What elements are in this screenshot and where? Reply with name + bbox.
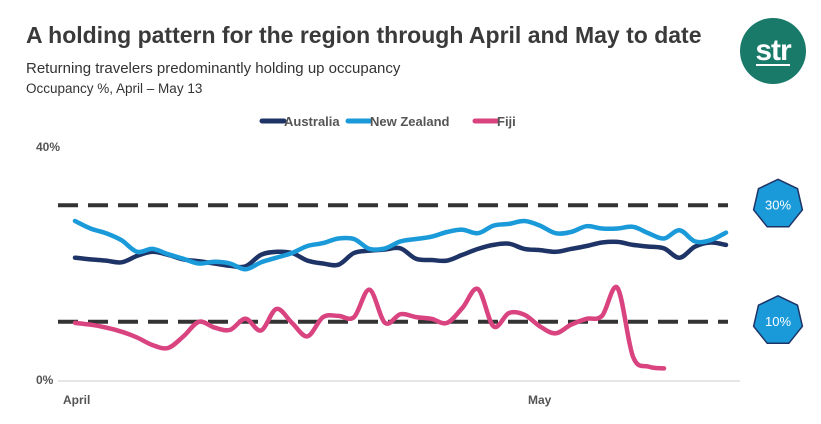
legend-label: New Zealand <box>370 114 450 129</box>
chart-title: A holding pattern for the region through… <box>26 22 702 48</box>
legend-label: Australia <box>284 114 340 129</box>
reference-badge-label: 30% <box>765 197 791 212</box>
y-tick-label: 0% <box>36 373 54 387</box>
measure-label: Occupancy %, April – May 13 <box>26 81 203 96</box>
chart-subtitle: Returning travelers predominantly holdin… <box>26 60 401 77</box>
series-line-new-zealand <box>72 218 729 272</box>
legend-label: Fiji <box>497 114 516 129</box>
series-line-fiji <box>72 284 667 371</box>
str-logo: str <box>740 18 806 84</box>
x-tick-label: May <box>528 393 552 407</box>
x-tick-label: April <box>63 393 90 407</box>
reference-badge-30 <box>752 178 804 228</box>
y-tick-label: 40% <box>36 140 60 154</box>
reference-badge-label: 10% <box>765 314 791 329</box>
logo-text: str <box>755 34 791 67</box>
reference-badge-10 <box>752 294 804 345</box>
